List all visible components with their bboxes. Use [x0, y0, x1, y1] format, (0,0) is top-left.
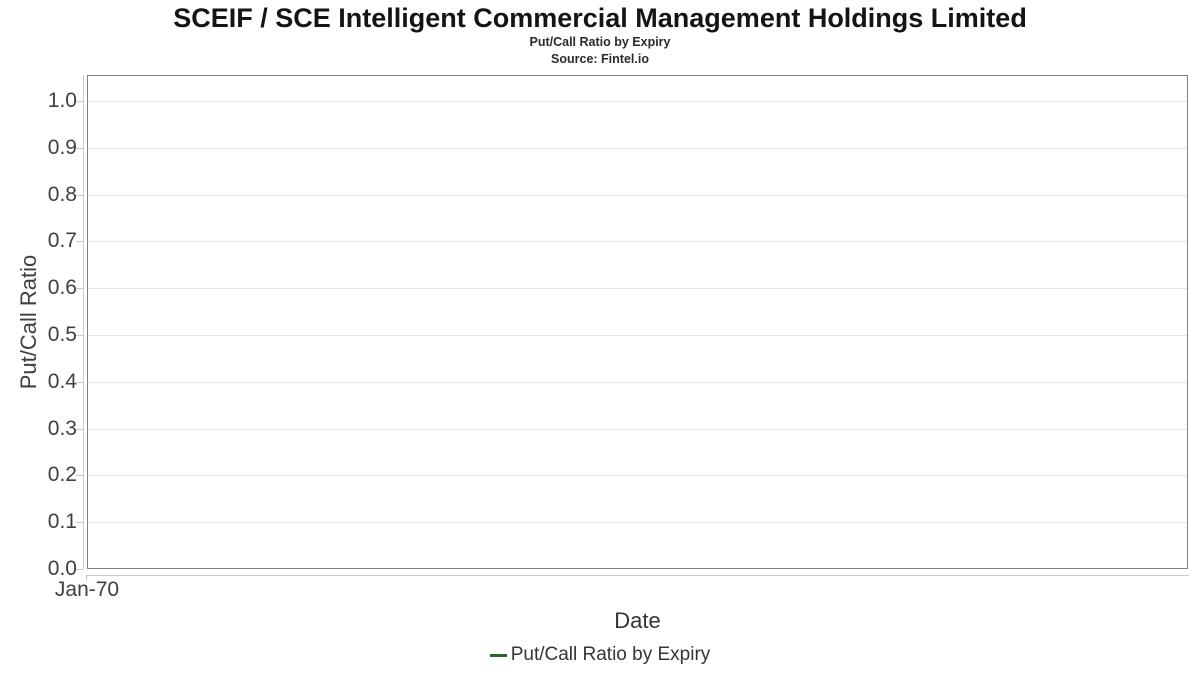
y-axis-title-text: Put/Call Ratio [16, 254, 41, 390]
y-gridline [88, 522, 1187, 523]
legend-label: Put/Call Ratio by Expiry [510, 644, 711, 665]
y-tick-label: 0.6 [47, 276, 77, 299]
x-tick-label: Jan-70 [54, 578, 120, 601]
x-axis-line [87, 575, 1189, 576]
y-gridline [88, 148, 1187, 149]
y-tick-label: 0.8 [47, 183, 77, 206]
y-gridline [88, 195, 1187, 196]
y-tick-label: 0.5 [47, 323, 77, 346]
y-tick-label: 0.2 [47, 463, 77, 486]
chart-source-text: Source: Fintel.io [551, 52, 649, 66]
legend: Put/Call Ratio by Expiry [0, 644, 1200, 666]
y-tick-mark [76, 475, 83, 476]
y-tick-label: 0.7 [47, 229, 77, 252]
y-tick-mark [76, 522, 83, 523]
y-gridline [88, 288, 1187, 289]
y-tick-mark [76, 195, 83, 196]
y-tick-mark [76, 382, 83, 383]
y-tick-mark [76, 101, 83, 102]
plot-area [87, 75, 1188, 569]
legend-line-marker [489, 653, 507, 657]
chart-title: SCEIF / SCE Intelligent Commercial Manag… [173, 3, 1027, 33]
y-gridline [88, 335, 1187, 336]
y-tick-mark [76, 241, 83, 242]
y-tick-label: 0.1 [47, 510, 77, 533]
y-tick-mark [76, 148, 83, 149]
y-tick-label: 0.0 [47, 557, 77, 580]
y-gridline [88, 382, 1187, 383]
y-tick-label: 1.0 [47, 89, 77, 112]
y-tick-label: 0.9 [47, 136, 77, 159]
y-tick-mark [76, 429, 83, 430]
y-tick-mark [76, 335, 83, 336]
y-tick-label: 0.4 [47, 370, 77, 393]
y-gridline [88, 475, 1187, 476]
y-gridline [88, 241, 1187, 242]
chart-subtitle: Put/Call Ratio by Expiry [529, 35, 671, 49]
y-tick-mark [76, 569, 83, 570]
y-gridline [88, 101, 1187, 102]
y-axis-line [83, 75, 84, 569]
x-axis-title: Date [614, 608, 661, 633]
y-tick-label: 0.3 [47, 417, 77, 440]
y-tick-mark [76, 288, 83, 289]
y-gridline [88, 429, 1187, 430]
x-tick-mark [86, 575, 87, 581]
